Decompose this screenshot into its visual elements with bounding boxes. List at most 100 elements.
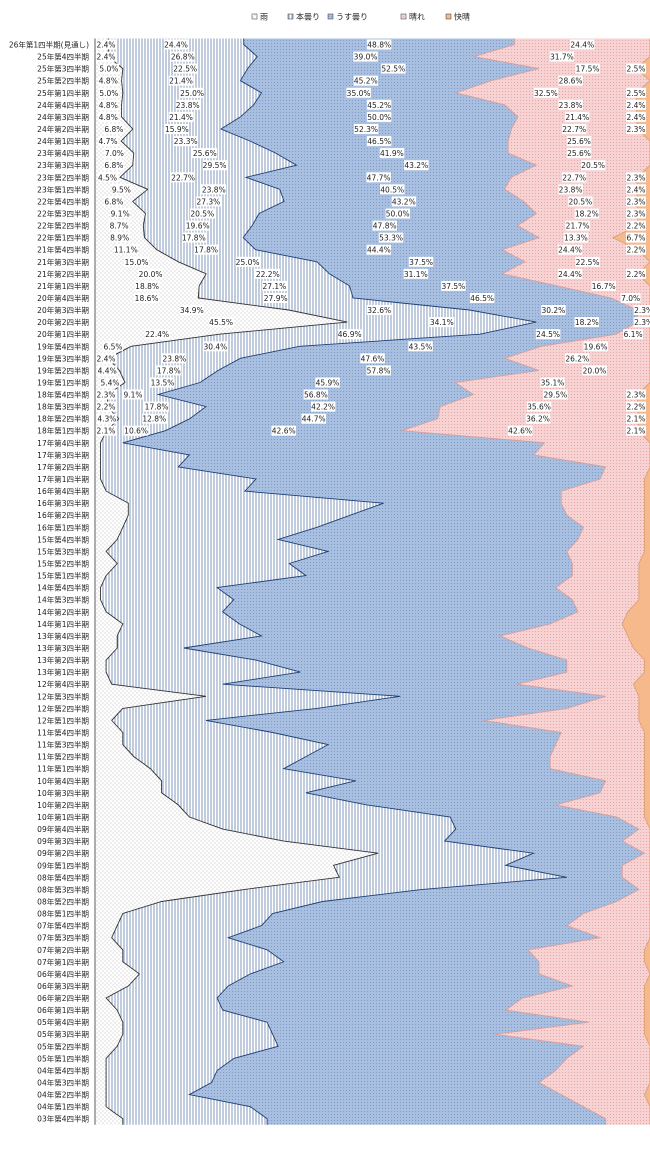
data-label: 46.5% (470, 294, 494, 303)
data-label-bg (163, 39, 189, 50)
legend-label: 晴れ (409, 12, 425, 22)
data-label: 46.9% (338, 330, 362, 339)
data-label: 22.2% (256, 270, 280, 279)
data-label: 52.5% (381, 65, 405, 74)
data-label-bg (626, 232, 646, 243)
data-label: 2.3% (626, 125, 645, 134)
data-label: 2.4% (96, 41, 115, 50)
data-label: 17.8% (145, 403, 169, 412)
category-label: 10年第1四半期 (37, 812, 89, 822)
legend-swatch (400, 13, 407, 20)
data-label: 50.0% (367, 113, 391, 122)
data-label-bg (403, 268, 429, 279)
data-label: 30.2% (541, 306, 565, 315)
category-label: 19年第1四半期 (37, 378, 89, 388)
data-label-bg (626, 111, 646, 122)
category-label: 05年第2四半期 (37, 1041, 89, 1051)
data-label-bg (168, 111, 194, 122)
data-label-bg (170, 172, 196, 183)
data-label-bg (372, 220, 397, 231)
data-label: 2.1% (626, 427, 645, 436)
data-label: 21.4% (565, 113, 589, 122)
data-label: 44.7% (302, 415, 326, 424)
data-label: 57.8% (367, 366, 391, 375)
data-label-bg (626, 389, 646, 400)
data-label: 47.7% (367, 173, 391, 182)
data-label-bg (591, 280, 616, 291)
data-label: 20.5% (568, 197, 592, 206)
data-label: 2.5% (626, 65, 645, 74)
data-label-bg (353, 75, 379, 86)
data-label: 20.0% (139, 270, 163, 279)
data-label-bg (193, 244, 219, 255)
data-label: 41.9% (380, 149, 404, 158)
data-label: 10.6% (124, 427, 148, 436)
data-label-bg (123, 425, 149, 436)
data-label-bg (172, 63, 198, 74)
data-label: 35.0% (347, 89, 371, 98)
data-label-bg (164, 124, 190, 134)
data-label: 2.1% (626, 415, 645, 424)
data-label: 37.5% (441, 282, 465, 291)
data-label-bg (558, 75, 583, 86)
data-label-bg (378, 232, 404, 243)
data-label-bg (190, 208, 215, 219)
data-label-bg (441, 280, 466, 291)
data-label: 16.7% (592, 282, 616, 291)
data-label: 24.4% (558, 270, 582, 279)
data-label: 2.3% (96, 391, 115, 400)
category-label: 21年第4四半期 (37, 245, 89, 255)
data-label: 7.0% (105, 149, 124, 158)
data-label-bg (134, 280, 160, 291)
data-label-bg (626, 413, 646, 424)
data-label: 8.7% (110, 222, 129, 231)
data-label-bg (557, 244, 583, 255)
data-label-bg (626, 244, 646, 255)
data-label-bg (568, 196, 593, 207)
category-label: 22年第1四半期 (37, 233, 89, 243)
category-label: 16年第3四半期 (37, 498, 89, 508)
data-label: 26.8% (171, 53, 195, 62)
data-label: 40.5% (380, 185, 404, 194)
data-label-bg (575, 256, 600, 267)
category-label: 15年第1四半期 (37, 571, 89, 581)
category-label: 19年第3四半期 (37, 353, 89, 363)
category-label: 15年第2四半期 (37, 559, 89, 569)
data-label: 39.0% (354, 53, 378, 62)
data-label-bg (142, 413, 167, 424)
data-label-bg (315, 377, 340, 388)
data-label: 23.8% (559, 101, 583, 110)
data-label: 25.6% (567, 137, 591, 146)
data-label: 2.3% (626, 173, 645, 182)
data-label: 2.3% (634, 318, 650, 327)
data-label: 25.6% (193, 149, 217, 158)
category-label: 17年第4四半期 (37, 438, 89, 448)
data-label-bg (623, 329, 644, 340)
category-label: 25年第3四半期 (37, 64, 89, 74)
data-label-bg (185, 220, 210, 231)
data-label-bg (507, 425, 533, 436)
data-label: 6.8% (104, 197, 123, 206)
data-label-bg (385, 208, 410, 219)
data-label: 43.2% (404, 161, 428, 170)
data-label: 36.2% (526, 415, 550, 424)
category-label: 24年第4四半期 (37, 100, 89, 110)
data-label: 2.2% (626, 222, 645, 231)
data-label: 23.8% (202, 185, 226, 194)
data-label: 18.6% (135, 294, 159, 303)
category-label: 19年第4四半期 (37, 341, 89, 351)
legend-label: 雨 (260, 13, 268, 22)
data-label-bg (179, 305, 205, 315)
data-label-bg (379, 148, 405, 159)
data-label: 22.7% (171, 173, 195, 182)
category-label: 20年第4四半期 (37, 293, 89, 303)
category-axis-labels: 26年第1四半期(見通し) 25年第4四半期 25年第3四半期 25年第2四半期 25年… (9, 40, 89, 1124)
area-boundary (122, 38, 567, 1125)
data-label-bg (98, 75, 119, 86)
data-label: 30.4% (203, 342, 227, 351)
data-label-bg (235, 256, 260, 267)
data-label: 23.3% (174, 137, 198, 146)
data-label: 29.5% (543, 391, 567, 400)
data-label: 44.4% (367, 246, 391, 255)
